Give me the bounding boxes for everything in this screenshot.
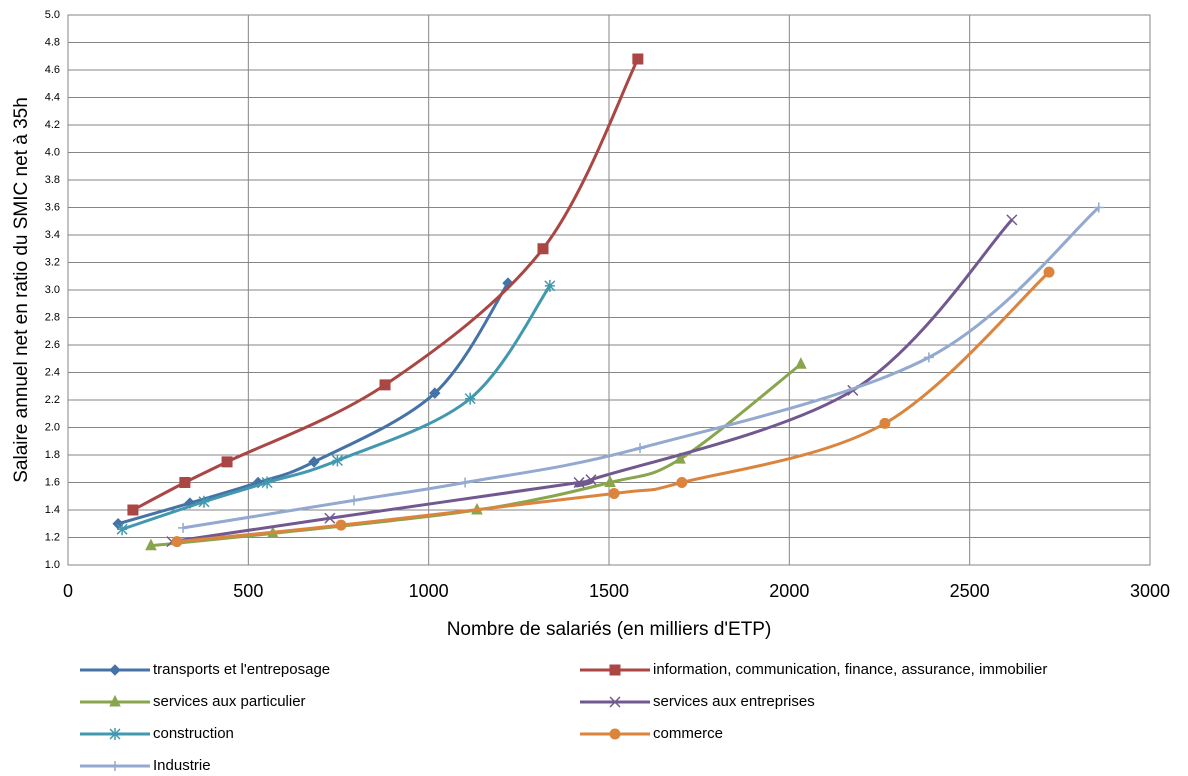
marker bbox=[635, 443, 646, 454]
marker bbox=[879, 417, 891, 429]
marker bbox=[335, 519, 347, 531]
marker bbox=[674, 452, 686, 464]
marker bbox=[379, 379, 391, 391]
marker bbox=[460, 477, 471, 488]
x-tick-label: 2500 bbox=[950, 581, 990, 601]
y-tick-label: 3.0 bbox=[45, 284, 60, 296]
marker bbox=[116, 523, 128, 536]
x-tick-label: 1500 bbox=[589, 581, 629, 601]
x-tick-label: 2000 bbox=[769, 581, 809, 601]
marker bbox=[676, 477, 688, 488]
legend-label: information, communication, finance, ass… bbox=[653, 661, 1047, 678]
y-tick-label: 1.0 bbox=[45, 559, 60, 571]
y-tick-label: 4.2 bbox=[45, 119, 60, 131]
marker bbox=[608, 488, 620, 499]
y-tick-label: 4.6 bbox=[45, 64, 60, 76]
y-tick-label: 2.0 bbox=[45, 421, 60, 433]
legend-marker bbox=[609, 696, 621, 708]
marker bbox=[1006, 214, 1018, 226]
legend-label: Industrie bbox=[153, 757, 211, 771]
y-tick-label: 1.8 bbox=[45, 449, 60, 461]
marker bbox=[537, 243, 549, 255]
y-tick-label: 3.4 bbox=[45, 229, 60, 241]
plot-frame bbox=[67, 14, 1151, 566]
marker bbox=[429, 387, 441, 399]
marker bbox=[198, 495, 210, 508]
y-tick-label: 4.0 bbox=[45, 146, 60, 158]
y-tick-label: 1.4 bbox=[45, 504, 60, 516]
marker bbox=[261, 476, 273, 489]
marker bbox=[331, 454, 343, 467]
y-tick-label: 4.4 bbox=[45, 91, 60, 103]
legend-label: construction bbox=[153, 725, 234, 742]
y-axis-title: Salaire annuel net en ratio du SMIC net … bbox=[11, 97, 32, 483]
y-tick-label: 2.4 bbox=[45, 366, 60, 378]
marker bbox=[464, 392, 476, 405]
legend-label: commerce bbox=[653, 725, 723, 742]
legend-label: transports et l'entreposage bbox=[153, 661, 330, 678]
y-tick-label: 2.2 bbox=[45, 394, 60, 406]
marker bbox=[923, 352, 934, 363]
series-line bbox=[171, 218, 1013, 544]
marker bbox=[585, 474, 597, 486]
legend-marker bbox=[109, 728, 121, 740]
marker bbox=[324, 512, 336, 524]
x-tick-label: 1000 bbox=[409, 581, 449, 601]
y-tick-label: 5.0 bbox=[45, 9, 60, 21]
marker bbox=[171, 536, 183, 548]
legend-marker bbox=[609, 664, 621, 676]
marker bbox=[1043, 266, 1055, 278]
marker bbox=[221, 456, 233, 468]
legend-marker bbox=[109, 694, 121, 707]
y-tick-label: 2.6 bbox=[45, 339, 60, 351]
legend-label: services aux entreprises bbox=[653, 693, 815, 710]
legend-marker bbox=[609, 728, 621, 740]
marker bbox=[795, 357, 807, 369]
marker bbox=[179, 477, 191, 488]
y-tick-label: 3.6 bbox=[45, 201, 60, 213]
marker bbox=[127, 504, 139, 516]
y-tick-label: 1.6 bbox=[45, 476, 60, 488]
x-axis-title: Nombre de salariés (en milliers d'ETP) bbox=[447, 619, 772, 640]
series-line bbox=[176, 271, 1051, 544]
x-tick-label: 500 bbox=[233, 581, 263, 601]
marker bbox=[145, 538, 157, 551]
marker bbox=[573, 476, 585, 489]
x-tick-label: 0 bbox=[63, 581, 73, 601]
marker bbox=[308, 456, 320, 468]
legend-marker bbox=[109, 664, 121, 676]
legend-label: services aux particulier bbox=[153, 693, 306, 710]
y-tick-label: 1.2 bbox=[45, 531, 60, 543]
marker bbox=[604, 475, 616, 487]
x-tick-label: 3000 bbox=[1130, 581, 1170, 601]
marker bbox=[544, 279, 556, 292]
series-line bbox=[121, 285, 552, 531]
series-line bbox=[182, 206, 1100, 530]
marker bbox=[1093, 202, 1104, 213]
y-tick-label: 4.8 bbox=[45, 36, 60, 48]
y-tick-label: 2.8 bbox=[45, 311, 60, 323]
marker bbox=[632, 53, 644, 65]
marker bbox=[349, 495, 360, 506]
y-tick-label: 3.8 bbox=[45, 174, 60, 186]
y-tick-label: 3.2 bbox=[45, 256, 60, 268]
marker bbox=[178, 522, 189, 533]
legend-marker bbox=[110, 761, 120, 771]
